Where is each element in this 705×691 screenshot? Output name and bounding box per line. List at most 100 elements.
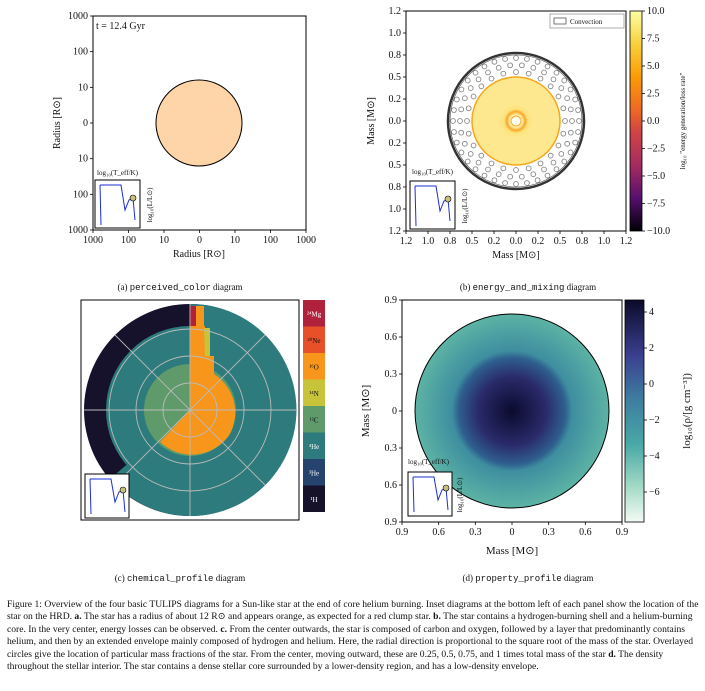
- hrd-inset: [407, 471, 453, 517]
- y-tick-label: 1000: [68, 11, 88, 22]
- y-tick-label: 0.0: [389, 116, 402, 127]
- convection-marker: [524, 56, 530, 62]
- y-tick-label: 0.2: [389, 138, 402, 149]
- convection-marker: [472, 166, 479, 173]
- convection-marker: [572, 96, 579, 103]
- inset-y-label: log₁₀(L/L⊙): [146, 187, 154, 223]
- legend-box: [549, 13, 625, 29]
- x-tick-label: 0.0: [510, 236, 523, 247]
- density-disc: [414, 313, 610, 509]
- y-axis-label: Mass [M⊙]: [366, 97, 377, 145]
- x-tick-label: 0.8: [576, 236, 589, 247]
- colorbar: [629, 10, 643, 232]
- inset-y-label: log₁₀(L/L⊙): [461, 188, 469, 224]
- convection-marker: [537, 160, 544, 167]
- x-axis-label: Radius [R⊙]: [173, 249, 225, 260]
- x-tick-label: 0.3: [542, 527, 555, 538]
- convection-marker: [461, 140, 468, 147]
- convection-marker: [572, 139, 579, 146]
- convection-marker: [500, 70, 507, 77]
- convection-marker: [513, 55, 519, 61]
- convection-marker: [453, 139, 460, 146]
- convection-marker: [451, 129, 457, 135]
- convection-marker: [513, 167, 519, 173]
- convection-marker: [575, 107, 581, 113]
- convection-marker: [458, 106, 465, 113]
- hrd-inset: [409, 180, 456, 230]
- convection-marker: [560, 105, 567, 112]
- convection-marker: [550, 159, 557, 166]
- convection-marker: [461, 95, 468, 102]
- colorbar-tick-label: 2: [649, 343, 654, 354]
- panel-a-caption: (a) perceived_color diagram: [117, 282, 243, 293]
- convection-marker: [558, 85, 565, 91]
- colorbar-tick-label: −7.5: [647, 199, 665, 210]
- convection-marker: [555, 142, 562, 149]
- x-tick-label: 0: [510, 527, 515, 538]
- y-tick-label: 100: [73, 47, 88, 58]
- convection-marker: [478, 83, 485, 90]
- convection-marker: [464, 158, 471, 165]
- legend-label: ¹⁴N: [309, 390, 319, 398]
- x-tick-label: 100: [263, 235, 278, 246]
- convection-marker: [530, 171, 537, 178]
- legend-swatch: [303, 379, 325, 406]
- convection-marker: [575, 129, 581, 135]
- convection-marker: [495, 171, 502, 178]
- legend-swatch: [303, 485, 325, 512]
- panel-d-caption: (d) property_profile diagram: [462, 573, 594, 584]
- colorbar-tick-label: 4: [649, 307, 654, 318]
- y-axis-label: Mass [M⊙]: [360, 385, 372, 437]
- x-tick-label: 0: [197, 235, 202, 246]
- inset-x-label: log₁₀(T_eff/K): [408, 458, 450, 466]
- convection-marker: [464, 77, 471, 84]
- colorbar-label: log₁₀(ρ/[g cm⁻³]): [681, 373, 693, 449]
- legend-label: ²⁰Ne: [307, 337, 320, 345]
- convection-marker: [547, 152, 554, 159]
- x-axis-label: Mass [M⊙]: [486, 545, 538, 557]
- convection-marker: [453, 96, 460, 103]
- x-tick-label: 0.8: [444, 236, 457, 247]
- legend-swatch: [303, 459, 325, 486]
- y-tick-label: 0: [83, 118, 88, 129]
- convection-marker: [547, 83, 554, 90]
- x-tick-label: 0.3: [469, 527, 482, 538]
- x-tick-label: 100: [121, 235, 136, 246]
- y-axis-label: Radius [R⊙]: [52, 97, 63, 149]
- convection-marker: [567, 86, 574, 93]
- convection-marker: [561, 77, 568, 84]
- convection-marker: [502, 180, 508, 186]
- colorbar-tick-label: −5.0: [647, 171, 665, 182]
- convection-marker: [470, 93, 477, 100]
- legend-swatch: [303, 300, 325, 327]
- convection-marker: [472, 69, 479, 76]
- legend-label: ¹H: [310, 496, 317, 504]
- convection-marker: [451, 107, 457, 113]
- colorbar-tick-label: −4: [649, 451, 660, 462]
- convection-marker: [564, 95, 571, 102]
- legend-swatch: [303, 326, 325, 353]
- y-tick-label: 1.0: [389, 28, 402, 39]
- x-tick-label: 0.2: [488, 236, 501, 247]
- convection-marker: [534, 58, 541, 65]
- convection-marker: [562, 118, 568, 124]
- legend-label: ⁴He: [309, 443, 320, 451]
- convection-markers: [449, 54, 583, 188]
- convection-marker: [478, 152, 485, 159]
- x-tick-label: 0.9: [616, 527, 629, 538]
- panel-b-caption: (b) energy_and_mixing diagram: [459, 282, 597, 293]
- x-tick-label: 1000: [83, 235, 103, 246]
- colorbar-tick-label: 10.0: [647, 6, 665, 17]
- convection-marker: [567, 106, 574, 113]
- y-tick-label: 0.5: [389, 72, 402, 83]
- convection-marker: [458, 149, 465, 156]
- colorbar: [624, 299, 645, 523]
- legend-swatch: [303, 406, 325, 433]
- convection-marker: [560, 130, 567, 137]
- legend-label: ¹⁶O: [309, 363, 319, 371]
- convection-marker: [558, 151, 565, 157]
- convection-marker: [534, 177, 541, 184]
- colorbar-tick-label: 2.5: [647, 89, 660, 100]
- colorbar-tick-label: −6: [649, 487, 660, 498]
